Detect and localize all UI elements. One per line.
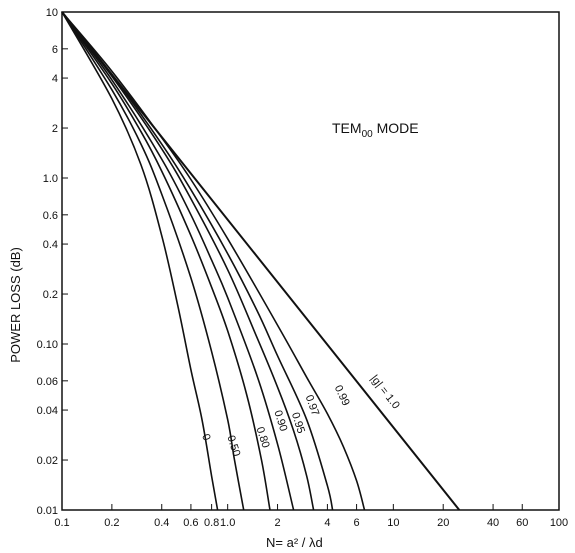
- mode-annotation: TEM00 MODE: [332, 120, 419, 140]
- x-tick-label: 10: [387, 517, 399, 529]
- y-tick-label: 0.06: [37, 376, 58, 388]
- y-tick-label: 0.02: [37, 455, 58, 467]
- y-tick-label: 10: [46, 7, 58, 19]
- y-tick-label: 2: [52, 123, 58, 135]
- x-axis-title: N= a² / λd: [266, 535, 323, 550]
- y-tick-label: 0.6: [43, 210, 58, 222]
- y-tick-label: 1.0: [43, 173, 58, 185]
- x-tick-label: 2: [274, 517, 280, 529]
- y-tick-label: 6: [52, 44, 58, 56]
- mode-annotation-main: TEM: [332, 120, 362, 136]
- curve-label: 0: [199, 432, 212, 442]
- x-tick-label: 100: [550, 517, 568, 529]
- x-tick-label: 0.6: [183, 517, 198, 529]
- y-tick-label: 4: [52, 73, 58, 85]
- x-tick-label: 40: [487, 517, 499, 529]
- axis-ticks: 0.1 0.2 0.4 0.6 0.8 1.0 2 4 6 10 20 40 60 100106421.0…: [37, 7, 569, 529]
- y-tick-label: 0.2: [43, 289, 58, 301]
- x-tick-label: 20: [437, 517, 449, 529]
- x-tick-label: 4: [324, 517, 330, 529]
- curve-line: [61, 11, 315, 511]
- curve-line: [61, 11, 461, 511]
- curve-label: |g| = 1.0: [368, 373, 402, 412]
- x-tick-label: 60: [516, 517, 528, 529]
- y-tick-label: 0.04: [37, 405, 58, 417]
- y-tick-label: 0.10: [37, 339, 58, 351]
- curve-line: [61, 11, 366, 511]
- curve-line: [61, 11, 245, 511]
- x-tick-label: 6: [354, 517, 360, 529]
- curve-line: [61, 11, 295, 511]
- curve-line: [61, 11, 334, 511]
- y-tick-label: 0.4: [43, 239, 58, 251]
- curve-labels: 0 0.50 0.800.90 0.950.97 0.99 |g| = 1.0: [199, 373, 402, 458]
- mode-annotation-subscript: 00: [362, 129, 374, 140]
- x-tick-label: 0.2: [104, 517, 119, 529]
- x-tick-label: 0.8: [204, 517, 219, 529]
- mode-annotation-suffix: MODE: [373, 120, 419, 136]
- x-tick-label: 1.0: [220, 517, 235, 529]
- y-tick-label: 0.01: [37, 505, 58, 517]
- y-axis-title: POWER LOSS (dB): [8, 247, 23, 363]
- x-tick-label: 0.1: [54, 517, 69, 529]
- curve-line: [61, 11, 271, 511]
- plot-frame: [61, 11, 560, 511]
- x-tick-label: 0.4: [154, 517, 169, 529]
- curves: [61, 11, 461, 511]
- curve-label: 0.99: [332, 383, 352, 407]
- curve-line: [61, 11, 219, 511]
- curve-label: 0.50: [224, 434, 242, 458]
